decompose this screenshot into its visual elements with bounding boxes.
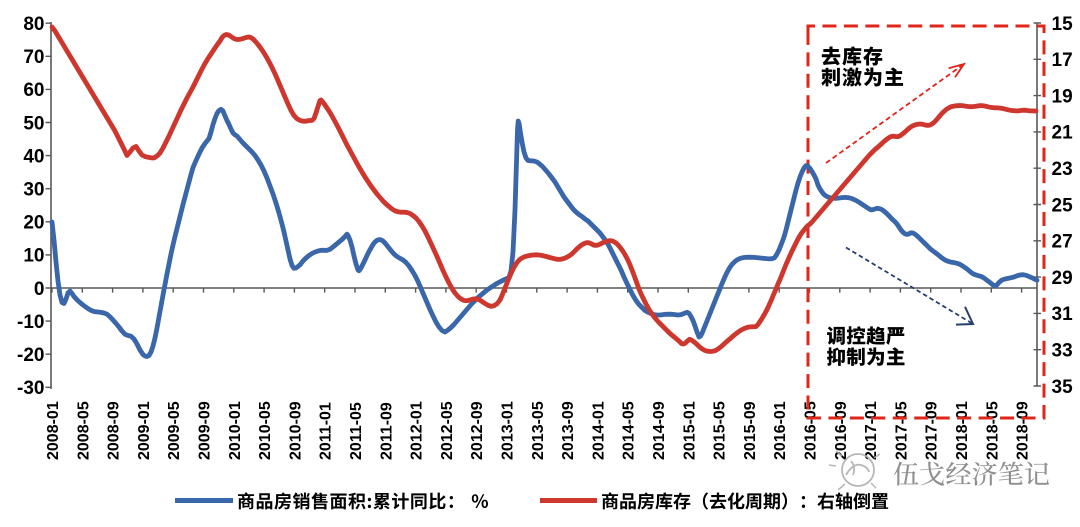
svg-text:2011-09: 2011-09 <box>378 402 395 460</box>
svg-text:2015-05: 2015-05 <box>712 401 729 460</box>
svg-text:2018-05: 2018-05 <box>984 401 1001 460</box>
svg-text:80: 80 <box>23 14 44 35</box>
svg-text:2013-05: 2013-05 <box>530 401 547 460</box>
svg-text:2010-05: 2010-05 <box>257 401 274 460</box>
svg-text:2018-09: 2018-09 <box>1015 401 1032 460</box>
svg-text:10: 10 <box>23 246 44 267</box>
svg-text:2014-05: 2014-05 <box>621 401 638 460</box>
svg-text:19: 19 <box>1052 86 1073 107</box>
svg-text:2017-05: 2017-05 <box>893 401 910 460</box>
svg-text:35: 35 <box>1052 377 1074 398</box>
svg-text:2011-01: 2011-01 <box>318 402 335 460</box>
svg-text:2009-05: 2009-05 <box>166 401 183 460</box>
svg-text:2016-05: 2016-05 <box>803 401 820 460</box>
svg-text:2012-05: 2012-05 <box>439 401 456 460</box>
svg-text:31: 31 <box>1052 304 1074 325</box>
svg-text:50: 50 <box>23 113 44 134</box>
svg-text:21: 21 <box>1052 123 1074 144</box>
svg-text:2010-01: 2010-01 <box>227 401 244 460</box>
svg-text:29: 29 <box>1052 268 1073 289</box>
svg-text:30: 30 <box>23 180 44 201</box>
svg-text:2016-09: 2016-09 <box>833 401 850 460</box>
svg-text:2009-01: 2009-01 <box>136 401 153 460</box>
svg-text:-30: -30 <box>17 378 44 399</box>
svg-text:2008-05: 2008-05 <box>75 401 92 460</box>
svg-text:2011-05: 2011-05 <box>348 402 365 460</box>
svg-text:2017-09: 2017-09 <box>924 401 941 460</box>
svg-text:27: 27 <box>1052 232 1073 253</box>
svg-text:2017-01: 2017-01 <box>863 401 880 460</box>
svg-text:15: 15 <box>1052 14 1074 35</box>
svg-text:2013-09: 2013-09 <box>560 401 577 460</box>
svg-text:2010-09: 2010-09 <box>287 401 304 460</box>
svg-text:23: 23 <box>1052 159 1073 180</box>
svg-text:0: 0 <box>34 279 45 300</box>
svg-text:-10: -10 <box>17 312 44 333</box>
svg-text:25: 25 <box>1052 195 1074 216</box>
svg-text:2012-01: 2012-01 <box>409 401 426 460</box>
svg-text:40: 40 <box>23 146 44 167</box>
svg-text:70: 70 <box>23 47 44 68</box>
svg-text:2018-01: 2018-01 <box>954 401 971 460</box>
svg-text:60: 60 <box>23 80 44 101</box>
svg-text:2014-09: 2014-09 <box>651 401 668 460</box>
svg-text:2008-01: 2008-01 <box>45 401 62 460</box>
svg-text:20: 20 <box>23 213 44 234</box>
svg-text:17: 17 <box>1052 50 1073 71</box>
svg-text:2008-09: 2008-09 <box>106 401 123 460</box>
svg-text:2012-09: 2012-09 <box>469 401 486 460</box>
svg-text:2009-09: 2009-09 <box>197 401 214 460</box>
svg-text:2016-01: 2016-01 <box>772 401 789 460</box>
svg-text:2014-01: 2014-01 <box>590 401 607 460</box>
svg-text:33: 33 <box>1052 341 1073 362</box>
svg-text:2015-09: 2015-09 <box>742 401 759 460</box>
svg-text:-20: -20 <box>17 345 44 366</box>
svg-text:2013-01: 2013-01 <box>500 401 517 460</box>
svg-text:2015-01: 2015-01 <box>681 401 698 460</box>
